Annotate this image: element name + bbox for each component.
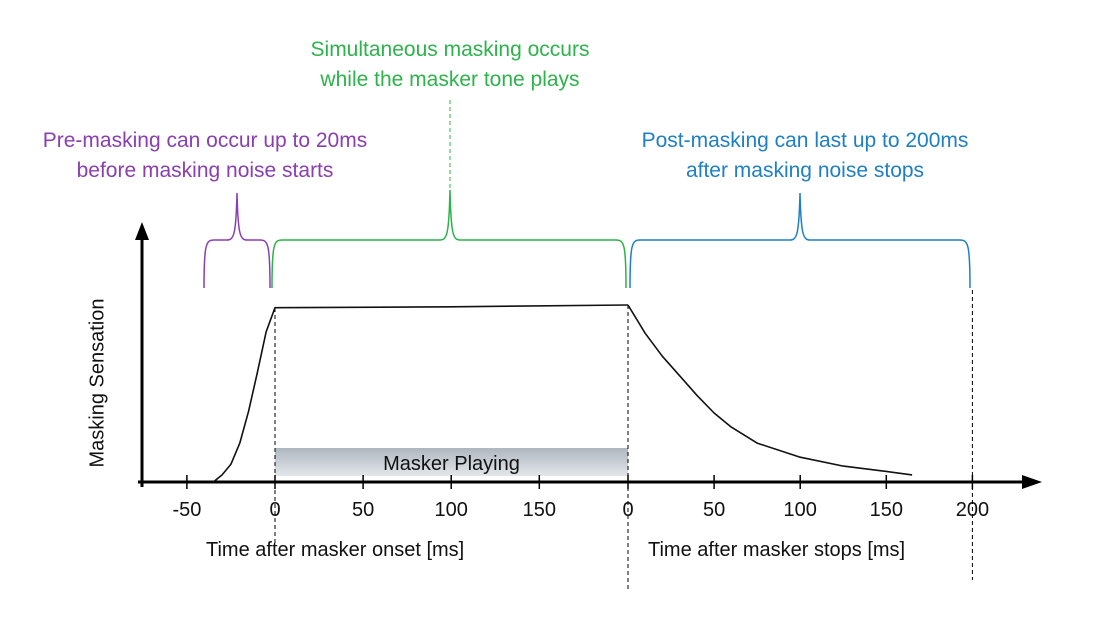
- masker-playing-label: Masker Playing: [383, 453, 520, 475]
- x-tick-label-stop: 150: [870, 499, 903, 521]
- simultaneous-masking-brace: [271, 189, 627, 289]
- post-masking-curve: [627, 304, 913, 476]
- x-tick-label-onset: 150: [523, 499, 556, 521]
- x-tick-label-onset: -50: [172, 499, 201, 521]
- pre-masking-brace: [203, 192, 271, 289]
- x-axis-label-stop: Time after masker stops [ms]: [648, 539, 906, 561]
- x-tick-label-onset: 50: [352, 499, 374, 521]
- post-masking-line2: after masking noise stops: [685, 159, 925, 182]
- x-tick-label-stop: 50: [703, 499, 725, 521]
- x-tick-label-onset: 100: [435, 499, 468, 521]
- x-axis-arrowhead: [1022, 475, 1042, 489]
- masker-playing-bar: [275, 448, 628, 476]
- post-masking-line1: Post-masking can last up to 200ms: [641, 129, 969, 152]
- pre-masking-line1: Pre-masking can occur up to 20ms: [42, 129, 368, 152]
- post-masking-brace: [629, 192, 971, 289]
- simultaneous-masking-line2: while the masker tone plays: [320, 68, 580, 91]
- onset-masking-curve: [212, 304, 629, 483]
- y-axis-label: Masking Sensation: [86, 298, 109, 468]
- pre-masking-line2: before masking noise starts: [76, 159, 334, 182]
- x-tick-label-stop: 100: [784, 499, 817, 521]
- x-axis-label-onset: Time after masker onset [ms]: [206, 539, 465, 561]
- y-axis-arrowhead: [135, 222, 149, 240]
- x-tick-label-onset: 0: [269, 499, 280, 521]
- simultaneous-masking-line1: Simultaneous masking occurs: [310, 38, 590, 61]
